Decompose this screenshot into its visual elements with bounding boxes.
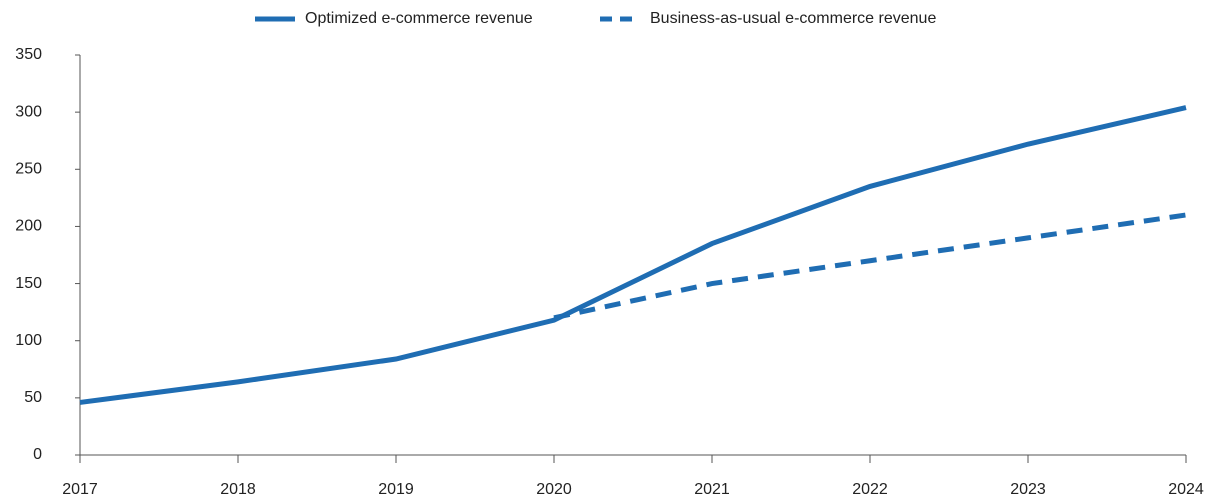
x-tick-label: 2022	[852, 481, 888, 498]
y-tick-label: 350	[15, 46, 42, 63]
x-tick-label: 2018	[220, 481, 256, 498]
legend-label: Optimized e-commerce revenue	[305, 10, 533, 27]
y-tick-label: 0	[33, 446, 42, 463]
y-tick-label: 250	[15, 161, 42, 178]
series-line	[79, 105, 1187, 405]
x-tick-label: 2017	[62, 481, 98, 498]
y-tick-label: 150	[15, 275, 42, 292]
x-tick-label: 2020	[536, 481, 572, 498]
x-tick-label: 2021	[694, 481, 730, 498]
y-tick-label: 200	[15, 218, 42, 235]
x-tick-label: 2023	[1010, 481, 1046, 498]
y-tick-label: 50	[24, 389, 42, 406]
x-tick-label: 2019	[378, 481, 414, 498]
y-tick-label: 300	[15, 103, 42, 120]
y-tick-label: 100	[15, 332, 42, 349]
legend-label: Business-as-usual e-commerce revenue	[650, 10, 936, 27]
x-tick-label: 2024	[1168, 481, 1204, 498]
series-line	[553, 212, 1187, 321]
